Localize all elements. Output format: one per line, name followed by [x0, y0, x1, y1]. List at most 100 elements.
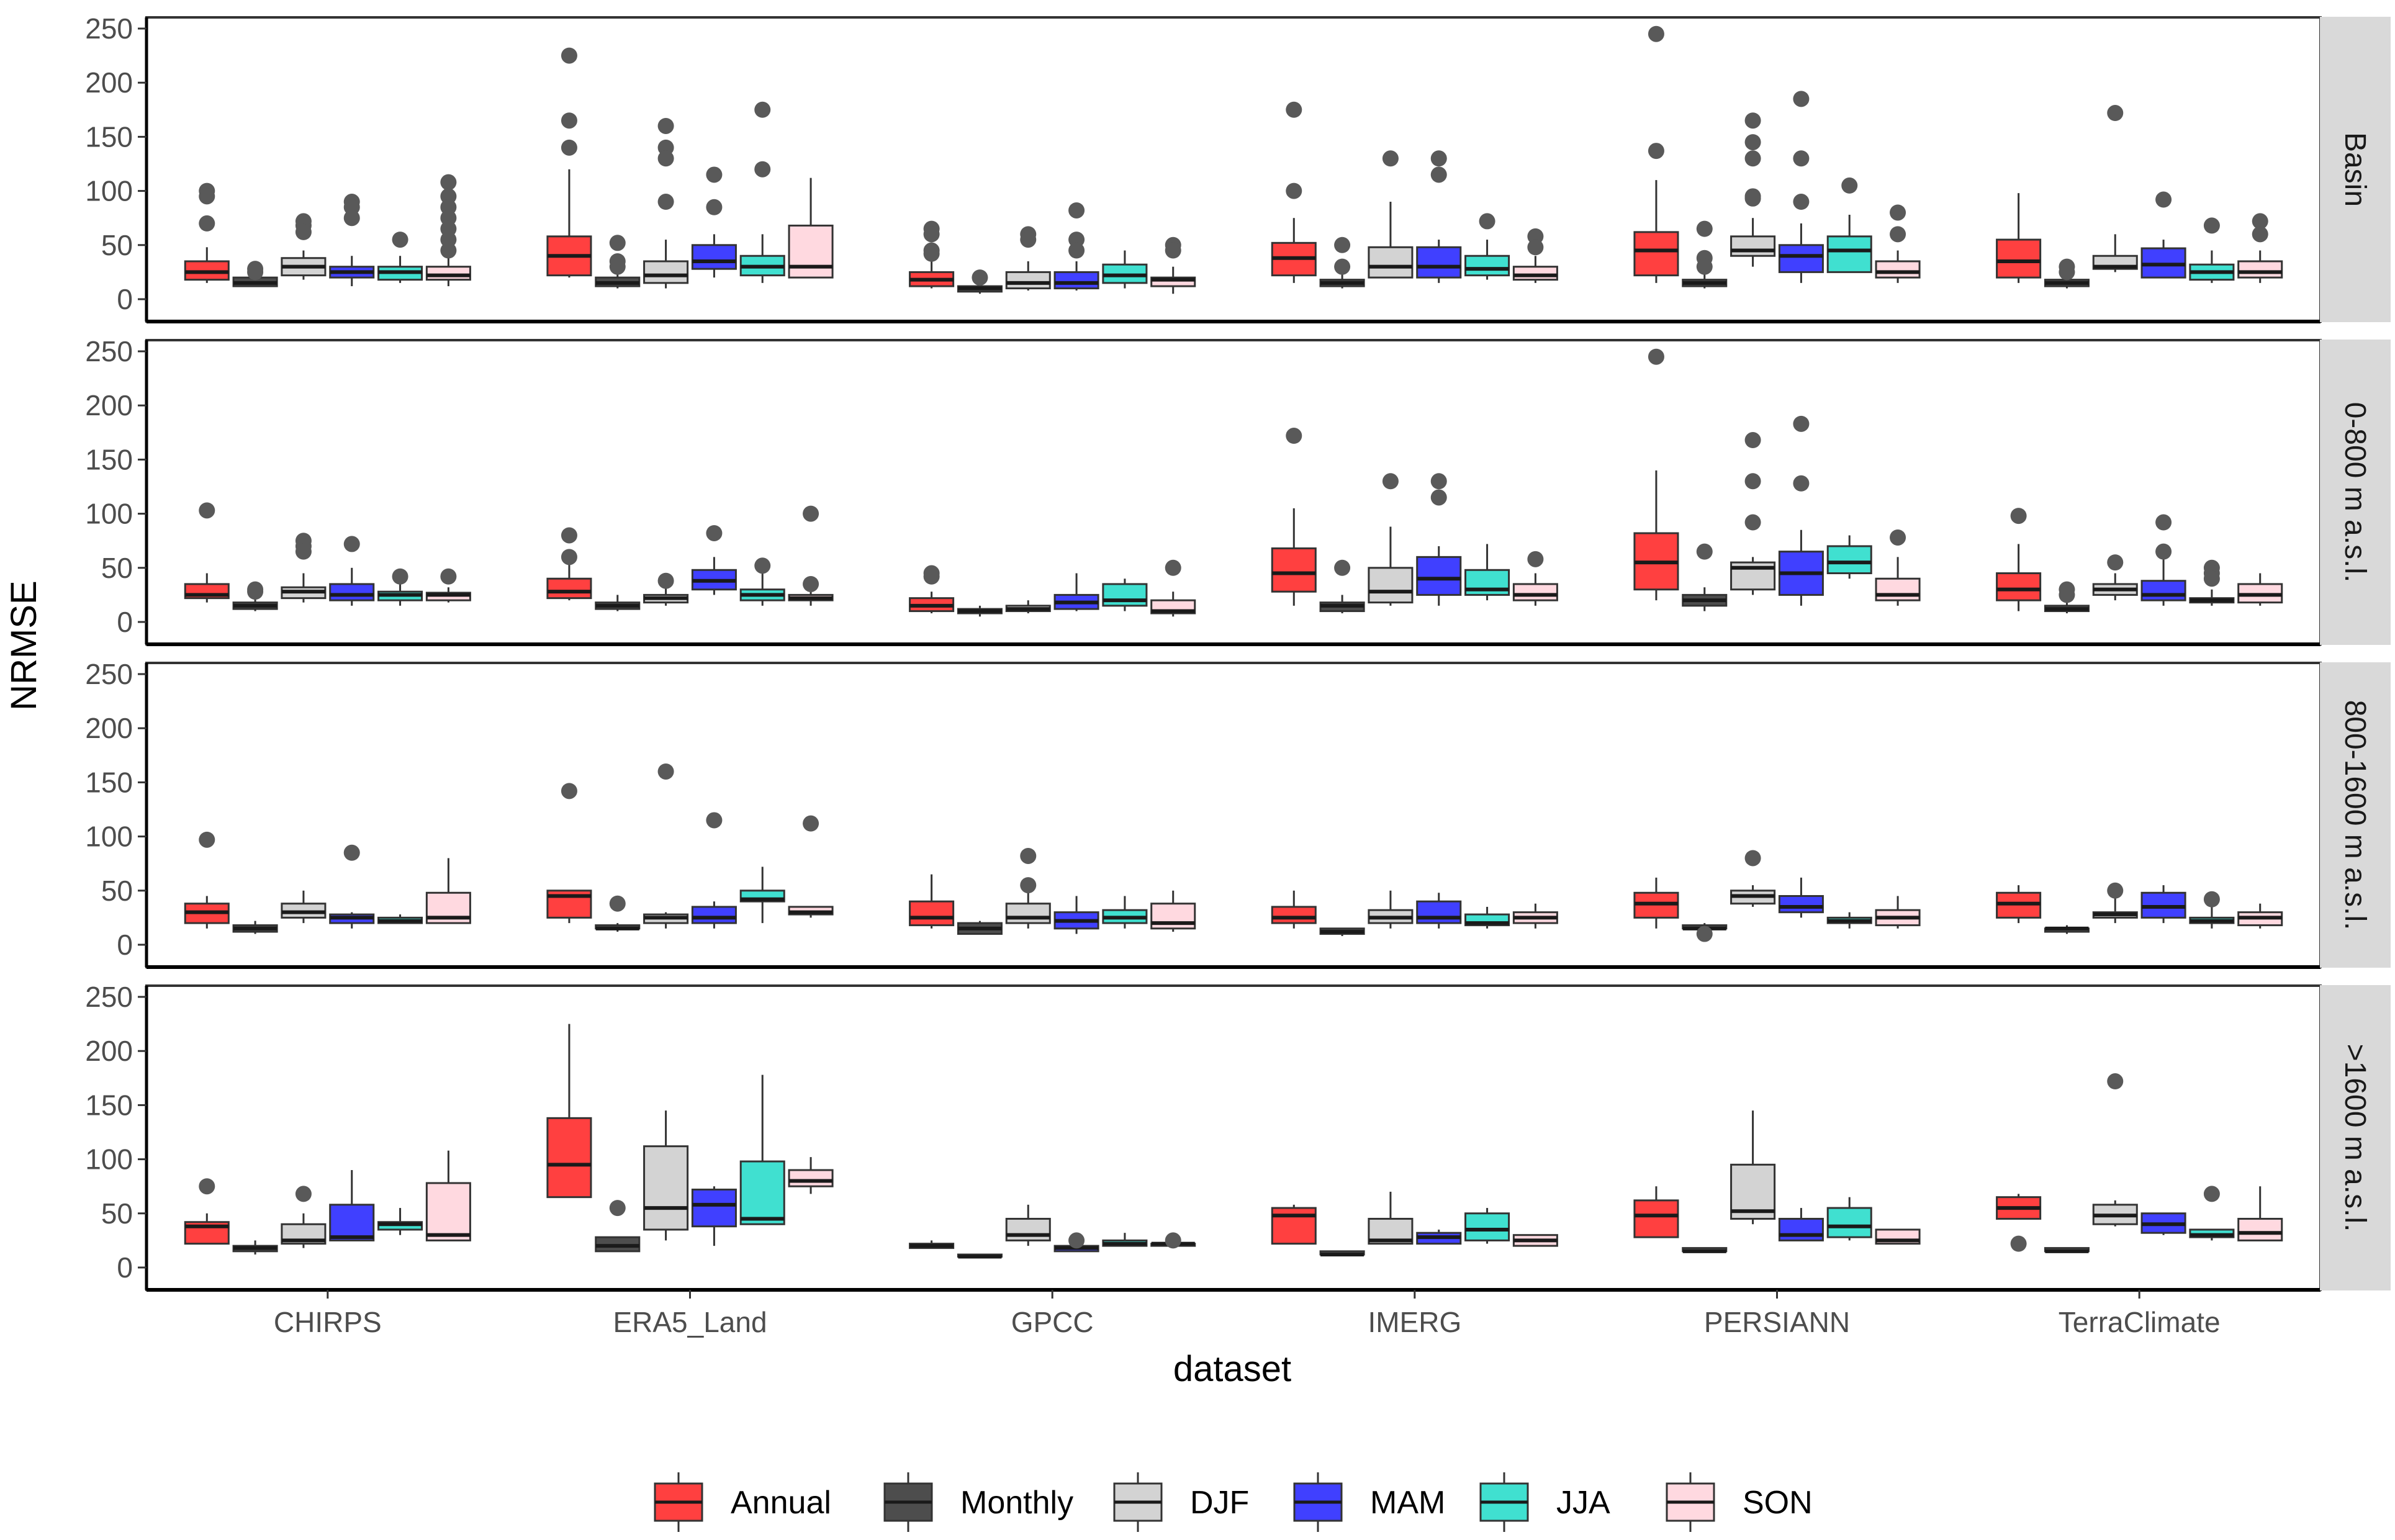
box-TerraClimate-MAM: [2140, 514, 2186, 606]
box-CHIRPS-DJF: [281, 1186, 327, 1248]
box-body: [1416, 246, 1462, 279]
y-tick-label: 0: [117, 283, 133, 315]
box-PERSIANN-SON: [1875, 529, 1921, 606]
outlier-point: [1793, 194, 1810, 210]
box-body: [329, 583, 375, 601]
box-ERA5_Land-DJF: [643, 117, 689, 289]
box-PERSIANN-SON: [1875, 896, 1921, 929]
legend-item-jja: JJA: [1479, 1472, 1610, 1532]
outlier-point: [440, 174, 457, 191]
y-tick-label: 100: [85, 498, 133, 530]
legend-label: Annual: [731, 1485, 831, 1521]
box-IMERG-MAM: [1416, 893, 1462, 929]
box-body: [1826, 545, 1872, 575]
legend-label: Monthly: [960, 1485, 1073, 1521]
outlier-point: [754, 557, 771, 574]
box-TerraClimate-MAM: [2140, 1212, 2186, 1235]
outlier-point: [1648, 348, 1664, 365]
box-body: [691, 244, 737, 270]
box-GPCC-JJA: [1102, 250, 1148, 289]
y-tick-label: 100: [85, 175, 133, 207]
box-CHIRPS-Monthly: [232, 1240, 278, 1255]
box-PERSIANN-MAM: [1778, 91, 1824, 283]
outlier-point: [1696, 258, 1713, 275]
box-PERSIANN-Annual: [1633, 25, 1679, 283]
box-IMERG-MAM: [1416, 1229, 1462, 1245]
box-GPCC-MAM: [1053, 573, 1099, 611]
outlier-point: [706, 812, 723, 829]
box-body: [1102, 583, 1148, 607]
outlier-point: [199, 188, 215, 205]
box-body: [2237, 1218, 2283, 1241]
box-PERSIANN-DJF: [1730, 850, 1776, 907]
box-CHIRPS-SON: [425, 174, 471, 287]
box-CHIRPS-MAM: [329, 844, 375, 929]
box-TerraClimate-Annual: [1996, 508, 2042, 611]
y-tick-label: 50: [101, 875, 133, 907]
box-IMERG-SON: [1512, 903, 1558, 929]
box-ERA5_Land-JJA: [739, 867, 785, 924]
outlier-point: [199, 502, 215, 519]
facet-strip-label: 800-1600 m a.s.l.: [2339, 700, 2371, 930]
outlier-point: [1430, 166, 1447, 183]
box-ERA5_Land-Annual: [546, 783, 592, 924]
box-CHIRPS-Monthly: [232, 581, 278, 611]
legend-label: JJA: [1556, 1485, 1610, 1521]
box-PERSIANN-DJF: [1730, 112, 1776, 267]
outlier-point: [1744, 514, 1761, 531]
outlier-point: [343, 844, 360, 861]
box-PERSIANN-DJF: [1730, 1110, 1776, 1225]
y-tick-label: 250: [85, 335, 133, 367]
box-body: [2237, 260, 2283, 279]
box-PERSIANN-Monthly: [1682, 220, 1728, 289]
box-body: [425, 1182, 471, 1241]
box-GPCC-Monthly: [957, 1253, 1003, 1259]
facet-strip-label: Basin: [2339, 132, 2371, 207]
box-PERSIANN-MAM: [1778, 1208, 1824, 1241]
outlier-point: [2252, 213, 2268, 230]
outlier-point: [1286, 182, 1302, 199]
box-TerraClimate-MAM: [2140, 191, 2186, 279]
box-body: [1416, 900, 1462, 924]
box-GPCC-MAM: [1053, 1232, 1099, 1253]
box-GPCC-Annual: [909, 874, 955, 929]
y-tick-label: 50: [101, 1197, 133, 1230]
outlier-point: [1841, 177, 1858, 194]
outlier-point: [609, 1200, 626, 1217]
outlier-point: [2059, 587, 2075, 603]
box-CHIRPS-Annual: [184, 182, 230, 283]
outlier-point: [1793, 150, 1810, 167]
outlier-point: [2203, 217, 2220, 234]
box-TerraClimate-SON: [2237, 1186, 2283, 1241]
box-ERA5_Land-Monthly: [595, 1200, 641, 1253]
box-body: [788, 224, 834, 279]
facet-strip-label: 0-800 m a.s.l.: [2339, 402, 2371, 583]
box-TerraClimate-JJA: [2189, 559, 2235, 606]
outlier-point: [1890, 529, 1906, 546]
outlier-point: [1648, 143, 1664, 160]
box-PERSIANN-JJA: [1826, 177, 1872, 273]
y-tick-label: 200: [85, 389, 133, 421]
outlier-point: [295, 543, 312, 560]
panel-2: 0-800 m a.s.l. 0 50 100 150 200 250: [85, 335, 2391, 646]
y-tick-label: 50: [101, 229, 133, 261]
outlier-point: [657, 150, 674, 167]
outlier-point: [561, 47, 577, 64]
box-ERA5_Land-DJF: [643, 1110, 689, 1241]
outlier-point: [2107, 554, 2124, 571]
panel-frame: [145, 662, 2322, 968]
box-TerraClimate-Annual: [1996, 885, 2042, 924]
legend-item-son: SON: [1666, 1472, 1813, 1532]
box-GPCC-JJA: [1102, 1233, 1148, 1247]
box-IMERG-Annual: [1271, 890, 1317, 929]
box-TerraClimate-SON: [2237, 903, 2283, 929]
outlier-point: [392, 232, 408, 248]
outlier-point: [657, 117, 674, 134]
facet-strip: [2320, 662, 2391, 968]
box-PERSIANN-Annual: [1633, 877, 1679, 929]
box-IMERG-JJA: [1464, 1208, 1510, 1244]
box-TerraClimate-Monthly: [2044, 581, 2090, 614]
box-body: [1996, 238, 2042, 279]
box-GPCC-DJF: [1005, 226, 1051, 291]
box-ERA5_Land-Annual: [546, 47, 592, 278]
